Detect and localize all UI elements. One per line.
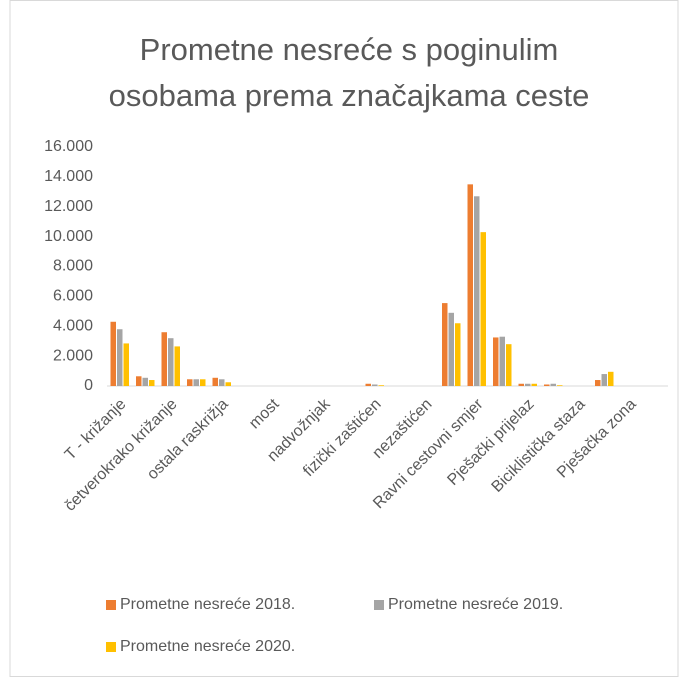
bar: [174, 346, 180, 386]
bar: [117, 329, 123, 386]
bar: [442, 303, 448, 386]
legend-label: Prometne nesreće 2018.: [120, 596, 295, 613]
bar: [531, 383, 537, 386]
bar: [601, 374, 607, 386]
bar: [225, 382, 231, 386]
y-tick-label: 2.000: [53, 347, 93, 364]
legend-swatch: [106, 600, 116, 610]
bar: [518, 383, 524, 386]
chart-title: osobama prema značajkama ceste: [109, 78, 590, 113]
y-tick-label: 16.000: [44, 138, 93, 155]
bar: [506, 344, 512, 386]
bar: [193, 379, 199, 386]
y-tick-label: 4.000: [53, 317, 93, 334]
bar: [372, 384, 378, 386]
bar: [499, 336, 505, 386]
bar: [123, 343, 129, 386]
bar: [467, 184, 473, 386]
bar: [550, 383, 556, 386]
bar: [544, 384, 550, 386]
y-tick-label: 10.000: [44, 228, 93, 245]
bar: [525, 383, 531, 386]
bar: [557, 385, 563, 386]
y-tick-label: 0: [84, 377, 93, 394]
bar: [168, 338, 174, 386]
bar: [448, 312, 454, 386]
bar: [187, 379, 193, 386]
y-tick-label: 12.000: [44, 198, 93, 215]
bar: [200, 379, 206, 386]
y-tick-label: 8.000: [53, 258, 93, 275]
legend-label: Prometne nesreće 2020.: [120, 638, 295, 655]
bar: [455, 323, 461, 386]
bar: [480, 232, 486, 386]
bar: [608, 371, 614, 386]
bar: [493, 337, 499, 386]
y-tick-label: 6.000: [53, 288, 93, 305]
bar: [378, 385, 384, 386]
bar: [149, 380, 155, 386]
bar: [365, 383, 371, 386]
legend-label: Prometne nesreće 2019.: [388, 596, 563, 613]
bar: [136, 376, 142, 386]
bar: [110, 321, 116, 386]
bar: [219, 379, 225, 386]
bar: [161, 332, 167, 386]
legend-swatch: [106, 642, 116, 652]
y-tick-label: 14.000: [44, 168, 93, 185]
bar: [474, 196, 480, 386]
chart-title: Prometne nesreće s poginulim: [140, 32, 559, 67]
bar: [142, 377, 148, 386]
bar: [595, 380, 601, 386]
bar: [212, 377, 218, 386]
legend-swatch: [374, 600, 384, 610]
